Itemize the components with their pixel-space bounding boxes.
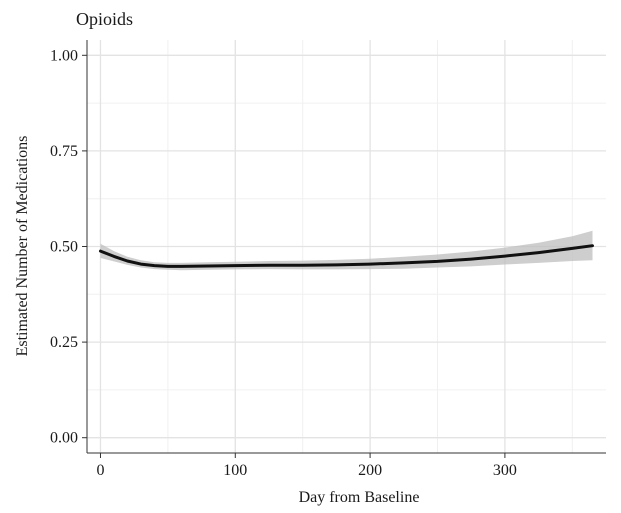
series-line	[99, 244, 594, 268]
x-tick-label: 0	[96, 462, 104, 479]
y-tick-label: 1.00	[50, 47, 78, 64]
x-tick-label: 100	[223, 462, 247, 479]
y-tick-label: 0.50	[50, 239, 78, 256]
y-axis-label: Estimated Number of Medications	[14, 136, 31, 357]
x-tick-label: 300	[493, 462, 517, 479]
y-tick-label: 0.00	[50, 430, 78, 447]
chart-title: Opioids	[76, 9, 133, 29]
x-axis-label: Day from Baseline	[299, 489, 420, 506]
tick-labels: 0.00 0.25 0.50 0.75 1.00 0 100 200 300	[50, 47, 517, 479]
x-tick-label: 200	[358, 462, 382, 479]
grid	[87, 40, 606, 453]
series-line-layer	[99, 244, 594, 268]
y-tick-label: 0.75	[50, 143, 78, 160]
y-tick-label: 0.25	[50, 334, 78, 351]
axes	[82, 40, 606, 458]
